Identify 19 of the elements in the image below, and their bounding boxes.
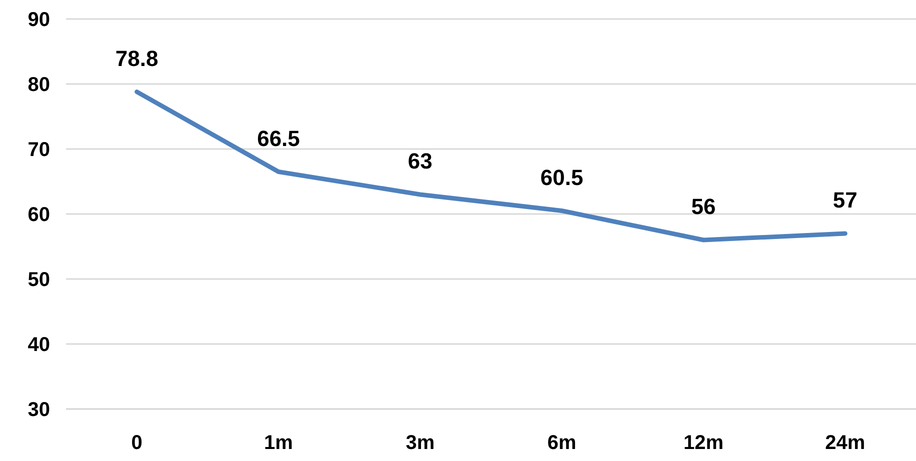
y-tick-label: 30 [28,399,50,421]
x-tick-label: 12m [683,432,724,454]
y-tick-label: 70 [28,139,50,161]
y-tick-label: 60 [28,204,50,226]
x-tick-label: 1m [264,432,293,454]
data-label: 56 [691,194,716,219]
x-tick-label: 24m [825,432,866,454]
x-tick-label: 3m [406,432,435,454]
y-tick-label: 80 [28,74,50,96]
x-tick-label: 6m [547,432,576,454]
data-label: 57 [832,188,858,212]
data-label: 63 [408,148,432,174]
y-tick-label: 90 [28,9,50,31]
y-tick-label: 40 [28,334,50,356]
data-label: 60.5 [540,164,584,190]
x-tick-label: 0 [131,432,142,454]
data-label: 78.8 [115,46,158,71]
y-tick-label: 50 [28,269,50,291]
data-label: 66.5 [257,126,300,151]
